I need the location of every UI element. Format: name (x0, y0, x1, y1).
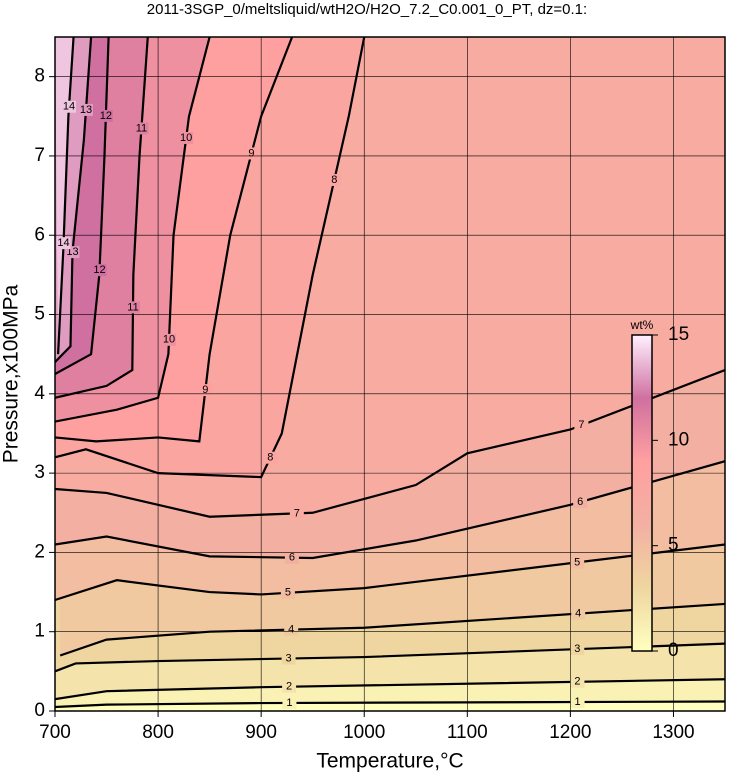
y-tick-label: 0 (34, 700, 45, 721)
colorbar-tick-label: 15 (668, 324, 689, 345)
contour-label: 5 (285, 587, 291, 599)
contour-label: 10 (163, 334, 175, 346)
contour-line (55, 678, 725, 701)
contour-label-bg (179, 131, 194, 144)
colorbar-title: wt% (630, 318, 654, 332)
colorbar-tick-label: 5 (668, 535, 679, 556)
contour-label: 11 (127, 301, 138, 313)
y-tick-label: 1 (34, 621, 45, 642)
contour-label: 9 (248, 147, 254, 159)
contour-label-bg (574, 419, 589, 432)
contour-label-bg (98, 109, 113, 122)
contour-label: 3 (574, 643, 580, 655)
contour-label: 2 (286, 681, 292, 693)
colorbar (631, 334, 653, 652)
contour-line (55, 37, 211, 423)
contour-label: 13 (80, 104, 92, 116)
contour-label: 10 (180, 132, 192, 144)
contour-label-bg (570, 556, 585, 569)
contour-label-bg (198, 384, 213, 397)
contour-label-bg (284, 623, 299, 636)
contour-label: 6 (577, 496, 583, 508)
x-tick-label: 800 (142, 722, 174, 743)
x-tick-label: 1000 (343, 722, 385, 743)
contour-label: 8 (331, 174, 337, 186)
contour-line (55, 37, 294, 443)
x-tick-label: 1300 (652, 722, 694, 743)
contour-label-bg (125, 301, 140, 314)
y-tick-label: 6 (34, 224, 45, 245)
contour-label-bg (289, 507, 304, 520)
y-axis-label: Pressure,x100MPa (0, 284, 23, 463)
axes: 700 800 900 1000 1100 1200 1300012345678wt%051… (34, 36, 726, 743)
contour-label: 5 (574, 556, 580, 568)
contour-label-bg (282, 696, 297, 709)
contour-label-bg (92, 264, 107, 277)
x-tick-label: 1100 (447, 722, 488, 743)
contour-label-bg (327, 174, 342, 187)
contour-label-bg (56, 237, 71, 250)
contour-label: 4 (288, 624, 294, 636)
colorbar-tick-label: 10 (668, 429, 689, 450)
contour-label-bg (162, 333, 177, 346)
y-tick-label: 4 (34, 383, 45, 404)
contour-label-bg (280, 586, 295, 599)
contour-label: 14 (63, 101, 75, 113)
contour-label-bg (284, 551, 299, 564)
x-axis-label: Temperature,°C (316, 750, 463, 773)
chart-title: 2011-3SGP_0/meltsliquid/wtH2O/H2O_7.2_C0… (147, 1, 587, 18)
contour-label: 7 (294, 507, 300, 519)
contour-label-bg (573, 496, 588, 509)
contour-label-bg (282, 680, 297, 693)
contour-label: 2 (574, 676, 580, 688)
y-tick-label: 5 (34, 304, 45, 325)
y-tick-label: 7 (34, 145, 45, 166)
contour-label: 12 (93, 264, 105, 276)
y-tick-label: 2 (34, 541, 45, 562)
contour-line (55, 700, 725, 709)
contour-label: 7 (578, 419, 584, 431)
contour-label: 6 (289, 552, 295, 564)
contour-label: 4 (575, 608, 581, 620)
contour-label-bg (570, 675, 585, 688)
plot-frame (54, 36, 726, 712)
contour-label: 9 (202, 384, 208, 396)
contour-label-bg (78, 103, 93, 116)
y-tick-label: 3 (34, 462, 45, 483)
x-tick-label: 700 (39, 722, 71, 743)
contour-label-bg (244, 147, 259, 160)
contour-label: 14 (57, 237, 69, 249)
contour-label-bg (570, 695, 585, 708)
contour-label-bg (62, 100, 77, 113)
contour-label-bg (571, 607, 586, 620)
contour-label: 11 (136, 122, 147, 134)
contour-label-bg (134, 122, 149, 135)
x-tick-label: 1200 (549, 722, 591, 743)
y-tick-label: 8 (34, 66, 45, 87)
contour-label: 8 (267, 452, 273, 464)
contour-label: 12 (100, 110, 112, 122)
x-tick-label: 900 (245, 722, 277, 743)
contour-label-bg (570, 643, 585, 656)
contour-line (55, 543, 725, 602)
contour-label-bg (263, 451, 278, 464)
contour-label: 1 (286, 697, 292, 709)
contour-label-bg (281, 652, 296, 665)
contour-label: 1 (575, 696, 581, 708)
contour-label: 3 (286, 652, 292, 664)
contour-fill (55, 37, 725, 711)
colorbar-tick-label: 0 (668, 640, 679, 661)
contour-line (55, 37, 149, 399)
